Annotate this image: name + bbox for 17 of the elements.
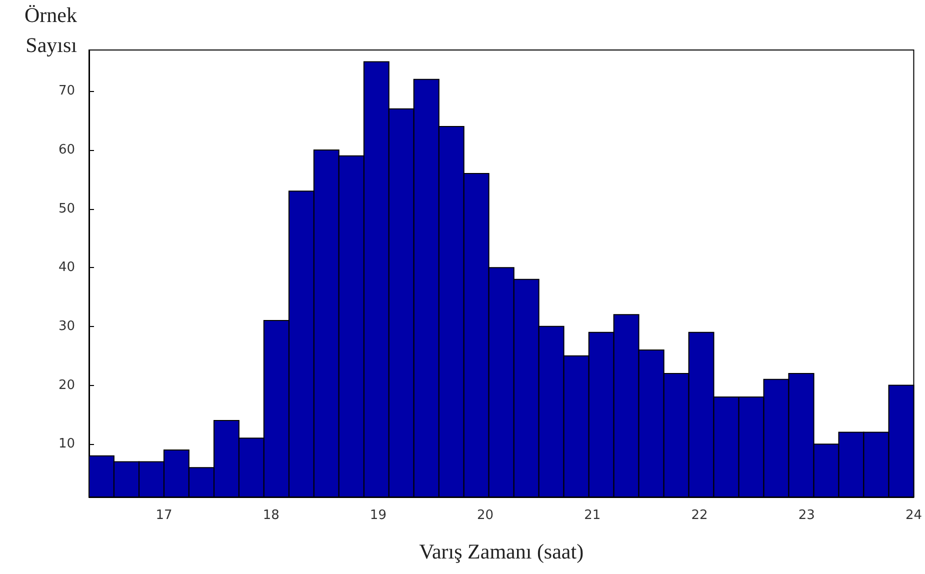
y-tick-label: 10: [58, 436, 75, 452]
y-tick-label: 20: [58, 378, 75, 393]
x-tick-label: 20: [477, 508, 494, 523]
x-tick-label: 19: [370, 508, 386, 523]
x-tick-label: 24: [905, 508, 922, 523]
x-tick-label: 21: [584, 508, 601, 523]
x-axis-title: Varış Zamanı (saat): [419, 540, 584, 564]
x-tick-label: 22: [691, 508, 708, 523]
y-tick-label: 40: [58, 260, 75, 276]
y-tick-label: 70: [58, 84, 75, 99]
x-tick-label: 17: [156, 508, 172, 523]
y-axis-title: Örnek Sayısı: [24, 3, 78, 57]
y-tick-label: 30: [58, 318, 75, 334]
x-tick-label: 23: [798, 508, 815, 523]
y-tick-label: 50: [58, 201, 75, 216]
y-tick-label: 60: [58, 142, 75, 158]
x-tick-label: 18: [262, 508, 280, 523]
